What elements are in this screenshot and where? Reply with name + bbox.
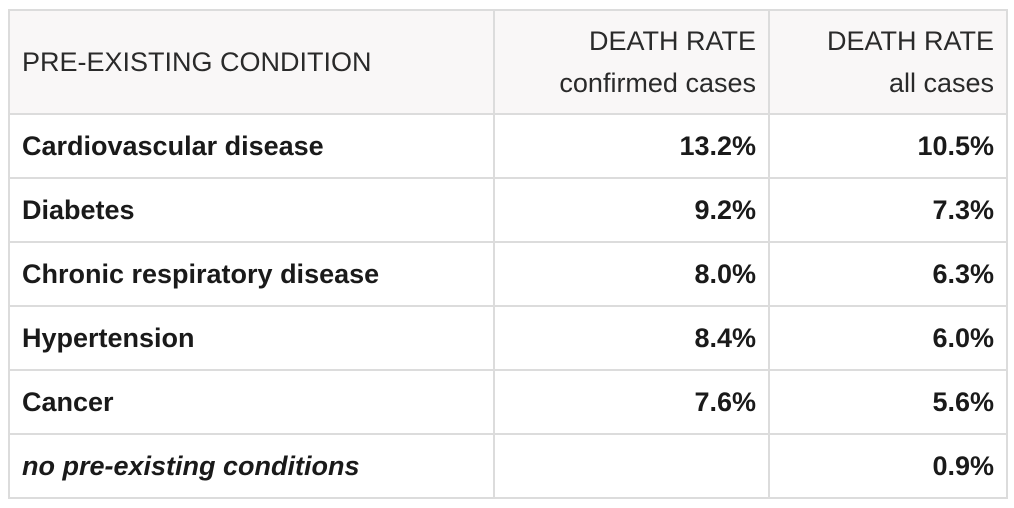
table-row: no pre-existing conditions 0.9% — [8, 433, 1008, 499]
condition-cell: Cardiovascular disease — [8, 113, 495, 179]
all-rate-cell: 5.6% — [768, 369, 1008, 435]
confirmed-rate-cell: 9.2% — [493, 177, 770, 243]
confirmed-rate-cell: 8.0% — [493, 241, 770, 307]
header-death-rate-confirmed: DEATH RATE confirmed cases — [493, 9, 770, 115]
table-row: Diabetes 9.2% 7.3% — [8, 177, 1008, 243]
header-death-rate-all: DEATH RATE all cases — [768, 9, 1008, 115]
all-rate-cell: 7.3% — [768, 177, 1008, 243]
header-death-rate-all-line2: all cases — [888, 68, 994, 98]
all-rate-cell: 6.3% — [768, 241, 1008, 307]
table-body: Cardiovascular disease 13.2% 10.5% Diabe… — [8, 113, 1008, 499]
header-row: PRE-EXISTING CONDITION DEATH RATE confir… — [8, 9, 1008, 115]
confirmed-rate-cell: 8.4% — [493, 305, 770, 371]
condition-cell: no pre-existing conditions — [8, 433, 495, 499]
confirmed-rate-cell: 13.2% — [493, 113, 770, 179]
header-death-rate-confirmed-line2: confirmed cases — [559, 68, 756, 98]
condition-cell: Cancer — [8, 369, 495, 435]
table-row: Cancer 7.6% 5.6% — [8, 369, 1008, 435]
condition-cell: Hypertension — [8, 305, 495, 371]
header-death-rate-all-line1: DEATH RATE — [826, 26, 994, 56]
confirmed-rate-cell — [493, 433, 770, 499]
table-row: Chronic respiratory disease 8.0% 6.3% — [8, 241, 1008, 307]
header-death-rate-confirmed-line1: DEATH RATE — [588, 26, 756, 56]
header-condition: PRE-EXISTING CONDITION — [8, 9, 495, 115]
all-rate-cell: 0.9% — [768, 433, 1008, 499]
condition-cell: Chronic respiratory disease — [8, 241, 495, 307]
condition-cell: Diabetes — [8, 177, 495, 243]
table-row: Hypertension 8.4% 6.0% — [8, 305, 1008, 371]
all-rate-cell: 6.0% — [768, 305, 1008, 371]
table-header: PRE-EXISTING CONDITION DEATH RATE confir… — [8, 9, 1008, 115]
all-rate-cell: 10.5% — [768, 113, 1008, 179]
confirmed-rate-cell: 7.6% — [493, 369, 770, 435]
table-row: Cardiovascular disease 13.2% 10.5% — [8, 113, 1008, 179]
death-rate-table: PRE-EXISTING CONDITION DEATH RATE confir… — [8, 9, 1008, 499]
